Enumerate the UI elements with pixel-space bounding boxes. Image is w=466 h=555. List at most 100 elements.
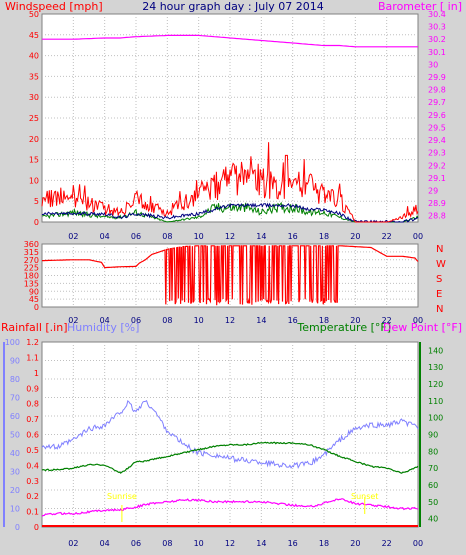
baro-y-tick-label: 28.8 [428, 212, 446, 221]
rain-y-tick-label: 0.2 [26, 492, 39, 501]
direction-y-tick-label: 270 [24, 256, 39, 265]
baro-y-tick-label: 29.8 [428, 86, 446, 95]
direction-y-tick-label: 0 [34, 303, 39, 312]
humidity-y-tick-label: 0 [15, 523, 20, 532]
weather-x-tick-label: 06 [131, 539, 141, 548]
baro-y-tick-label: 29.7 [428, 98, 446, 107]
direction-y-tick-label: 315 [24, 248, 39, 257]
wind-y-tick-label: 30 [29, 93, 39, 102]
baro-y-tick-label: 29.3 [428, 149, 446, 158]
rain-y-tick-label: 0.8 [26, 400, 39, 409]
wind-x-tick-label: 20 [350, 232, 360, 241]
humidity-y-tick-label: 90 [10, 357, 20, 366]
avg-series-line [41, 202, 419, 223]
baro-y-tick-label: 28.9 [428, 199, 446, 208]
baro-y-tick-label: 29.9 [428, 73, 446, 82]
wind-x-tick-label: 14 [256, 232, 266, 241]
wind-y-tick-label: 40 [29, 52, 39, 61]
direction-y-tick-label: 225 [24, 264, 39, 273]
rainfall-axis-title: Rainfall [.in] [1, 321, 68, 334]
baro-y-tick-label: 30.4 [428, 10, 446, 19]
temperature-y-tick-label: 60 [428, 481, 438, 490]
wind-plot-area [41, 13, 419, 223]
wind-y-tick-label: 0 [34, 218, 39, 227]
wind-x-tick-label: 18 [319, 232, 329, 241]
rain-y-tick-label: 1.2 [26, 338, 39, 347]
wind-x-tick-label: 10 [194, 232, 204, 241]
rain-y-tick-label: 1.1 [26, 353, 39, 362]
humidity-axis-title: Humidity [%] [67, 321, 139, 334]
direction-x-tick-label: 02 [68, 316, 78, 325]
direction-x-tick-label: 20 [350, 316, 360, 325]
temperature-y-tick-label: 140 [428, 346, 443, 355]
wind-y-tick-label: 10 [29, 176, 39, 185]
temperature-axis-title: Temperature [°F] [296, 321, 391, 334]
humidity-y-tick-label: 60 [10, 412, 20, 421]
wind-x-tick-label: 12 [225, 232, 235, 241]
barometer-series-line [42, 34, 418, 48]
wind-x-tick-label: 02 [68, 232, 78, 241]
weather-x-tick-label: 18 [319, 539, 329, 548]
weather-x-tick-label: 22 [382, 539, 392, 548]
temperature-y-tick-label: 70 [428, 464, 438, 473]
weather-x-tick-label: 08 [162, 539, 172, 548]
direction-x-tick-label: 16 [288, 316, 298, 325]
baro-y-tick-label: 29 [428, 186, 438, 195]
humidity-y-tick-label: 100 [5, 338, 20, 347]
temperature-y-tick-label: 130 [428, 363, 443, 372]
direction-y-tick-label: 360 [24, 240, 39, 249]
temperature-y-tick-label: 40 [428, 515, 438, 524]
direction-x-tick-label: 12 [225, 316, 235, 325]
humidity-y-tick-label: 80 [10, 375, 20, 384]
wind-x-tick-label: 04 [100, 232, 110, 241]
rain-y-tick-label: 0.1 [26, 508, 39, 517]
rain-y-tick-label: 0.5 [26, 446, 39, 455]
barometer-axis-title: Barometer [ in] [378, 0, 462, 13]
direction-x-tick-label: 22 [382, 316, 392, 325]
temperature-series-line [41, 441, 419, 474]
wind-y-tick-label: 45 [29, 31, 39, 40]
wind-y-tick-label: 50 [29, 10, 39, 19]
weather-x-tick-label: 20 [350, 539, 360, 548]
wind-y-tick-label: 35 [29, 72, 39, 81]
direction-x-tick-label: 10 [194, 316, 204, 325]
direction-x-tick-label: 00 [413, 316, 423, 325]
temperature-y-tick-label: 120 [428, 380, 443, 389]
humidity-y-tick-label: 40 [10, 449, 20, 458]
baro-y-tick-label: 29.5 [428, 123, 446, 132]
humidity-y-tick-label: 70 [10, 394, 20, 403]
temperature-y-tick-label: 110 [428, 397, 443, 406]
rain-y-tick-label: 0.7 [26, 415, 39, 424]
wind-x-tick-label: 08 [162, 232, 172, 241]
baro-y-tick-label: 30 [428, 60, 438, 69]
chart-title: 24 hour graph day : July 07 2014 [142, 0, 324, 13]
baro-y-tick-label: 29.4 [428, 136, 446, 145]
rain-y-tick-label: 0.4 [26, 461, 39, 470]
rain-y-tick-label: 1 [34, 369, 39, 378]
direction-series-line [42, 245, 419, 306]
baro-y-tick-label: 29.6 [428, 111, 446, 120]
sunset-label: Sunset [351, 492, 378, 501]
direction-y-tick-label: 180 [24, 272, 39, 281]
rain-y-tick-label: 0.3 [26, 477, 39, 486]
rain-y-tick-label: 0.9 [26, 384, 39, 393]
dewpoint-axis-title: Dew Point [°F] [383, 321, 462, 334]
weather-x-tick-label: 16 [288, 539, 298, 548]
wind-series-line [41, 142, 419, 223]
wind-y-tick-label: 25 [29, 114, 39, 123]
humidity-y-tick-label: 10 [10, 505, 20, 514]
weather-x-tick-label: 10 [194, 539, 204, 548]
temperature-y-tick-label: 80 [428, 447, 438, 456]
direction-y-tick-label: 135 [24, 279, 39, 288]
weather-x-tick-label: 12 [225, 539, 235, 548]
weather-x-tick-label: 04 [100, 539, 110, 548]
direction-y-tick-label: 90 [29, 287, 39, 296]
direction-x-tick-label: 06 [131, 316, 141, 325]
direction-x-tick-label: 08 [162, 316, 172, 325]
weather-x-tick-label: 00 [413, 539, 423, 548]
wind-x-tick-label: 06 [131, 232, 141, 241]
direction-y-tick-label: 45 [29, 295, 39, 304]
rain-y-tick-label: 0 [34, 523, 39, 532]
